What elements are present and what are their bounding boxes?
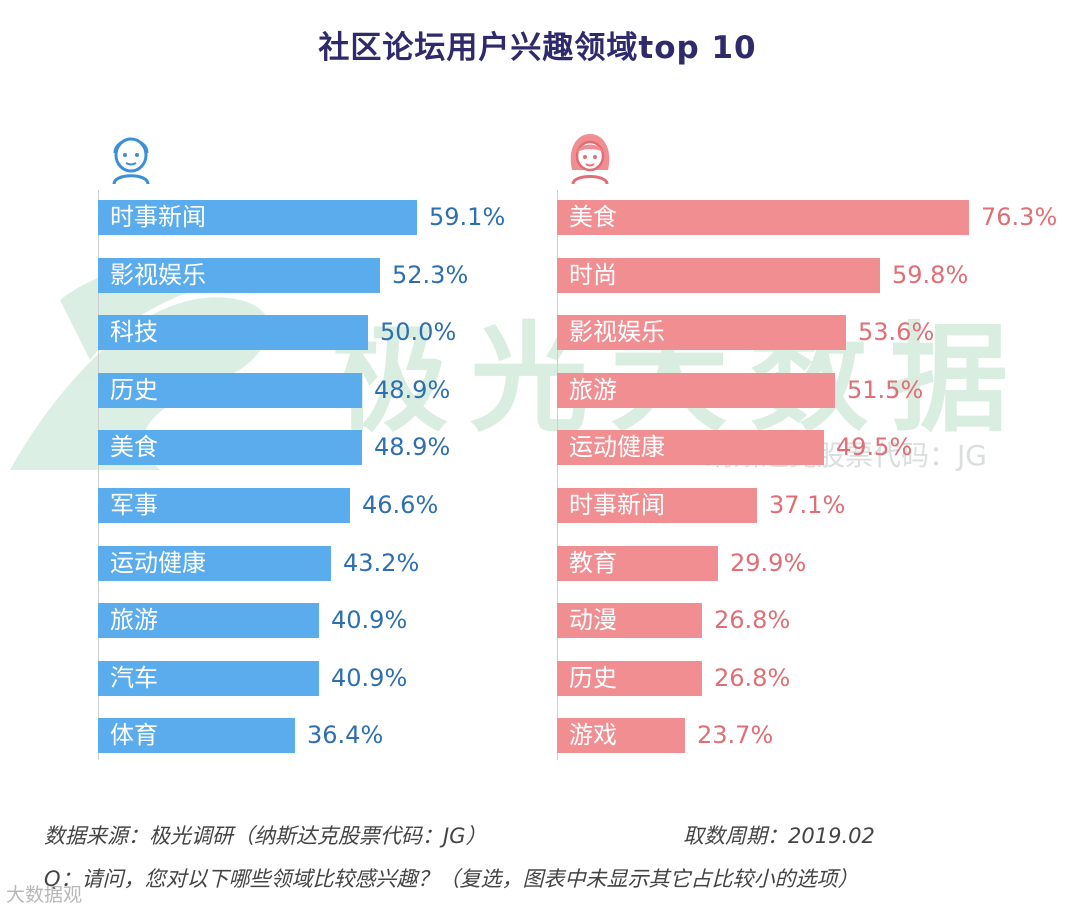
male-user-icon: [112, 137, 150, 184]
male-bar-value: 59.1%: [429, 203, 506, 231]
male-bar-value: 46.6%: [362, 491, 439, 519]
female-bar: 时尚: [557, 258, 880, 293]
male-bar-category: 历史: [110, 376, 158, 404]
male-bar-category: 军事: [110, 491, 158, 519]
chart-title: 社区论坛用户兴趣领域top 10: [318, 30, 757, 66]
male-bar: 影视娱乐: [98, 258, 380, 293]
male-bar-category: 运动健康: [110, 549, 206, 577]
male-bar-value: 40.9%: [331, 606, 408, 634]
female-bar-value: 29.9%: [730, 549, 807, 577]
female-bar: 影视娱乐: [557, 315, 846, 350]
female-chart-axis: [557, 190, 558, 760]
female-bar-category: 旅游: [569, 376, 617, 404]
female-bar: 游戏: [557, 718, 685, 753]
female-interest-chart: 美食 76.3% 时尚 59.8% 影视娱乐 53.6% 旅游 51.5% 运动健康 49.5% 时…: [557, 190, 1057, 760]
female-bar-category: 时尚: [569, 261, 617, 289]
female-bar-value: 49.5%: [836, 433, 913, 461]
female-bar-value: 37.1%: [769, 491, 846, 519]
female-bar-category: 影视娱乐: [569, 318, 665, 346]
female-bar: 历史: [557, 661, 702, 696]
female-bar-category: 历史: [569, 664, 617, 692]
male-bar: 汽车: [98, 661, 319, 696]
footer-period: 取数周期：2019.02: [683, 824, 875, 848]
male-bar-value: 40.9%: [331, 664, 408, 692]
footer-question: Q：请问，您对以下哪些领域比较感兴趣？（复选，图表中未显示其它占比较小的选项）: [44, 867, 859, 891]
female-bar-category: 美食: [569, 203, 617, 231]
female-bar: 动漫: [557, 603, 702, 638]
female-bar-category: 游戏: [569, 721, 617, 749]
female-bar: 运动健康: [557, 430, 824, 465]
male-bar-category: 影视娱乐: [110, 261, 206, 289]
male-bar: 体育: [98, 718, 295, 753]
female-bar-category: 教育: [569, 549, 617, 577]
female-bar-value: 53.6%: [858, 318, 935, 346]
male-interest-chart: 时事新闻 59.1% 影视娱乐 52.3% 科技 50.0% 历史 48.9% 美食 48.9% 军…: [98, 190, 558, 760]
female-bar-value: 23.7%: [697, 721, 774, 749]
female-bar-value: 51.5%: [847, 376, 924, 404]
male-bar-category: 旅游: [110, 606, 158, 634]
female-bar-category: 动漫: [569, 606, 617, 634]
male-bar-value: 36.4%: [307, 721, 384, 749]
female-bar: 旅游: [557, 373, 835, 408]
female-user-icon: [570, 134, 610, 184]
footer-source: 数据来源：极光调研（纳斯达克股票代码：JG）: [44, 824, 487, 848]
male-bar-value: 52.3%: [392, 261, 469, 289]
male-bar: 科技: [98, 315, 368, 350]
male-chart-axis: [98, 190, 99, 760]
male-bar-category: 美食: [110, 433, 158, 461]
male-bar-value: 43.2%: [343, 549, 420, 577]
male-bar-category: 体育: [110, 721, 158, 749]
female-bar-value: 26.8%: [714, 606, 791, 634]
female-bar: 教育: [557, 546, 718, 581]
male-bar-value: 48.9%: [374, 433, 451, 461]
female-bar-value: 59.8%: [892, 261, 969, 289]
male-bar-value: 48.9%: [374, 376, 451, 404]
male-bar-category: 科技: [110, 318, 158, 346]
male-bar: 时事新闻: [98, 200, 417, 235]
male-bar: 军事: [98, 488, 350, 523]
female-bar: 美食: [557, 200, 969, 235]
male-bar: 运动健康: [98, 546, 331, 581]
female-bar-category: 时事新闻: [569, 491, 665, 519]
female-bar-category: 运动健康: [569, 433, 665, 461]
corner-logo: 大数据观: [6, 884, 83, 906]
male-bar: 美食: [98, 430, 362, 465]
male-bar-category: 时事新闻: [110, 203, 206, 231]
female-bar-value: 76.3%: [981, 203, 1058, 231]
female-bar: 时事新闻: [557, 488, 757, 523]
female-bar-value: 26.8%: [714, 664, 791, 692]
male-bar: 旅游: [98, 603, 319, 638]
male-bar: 历史: [98, 373, 362, 408]
male-bar-value: 50.0%: [380, 318, 457, 346]
male-bar-category: 汽车: [110, 664, 158, 692]
